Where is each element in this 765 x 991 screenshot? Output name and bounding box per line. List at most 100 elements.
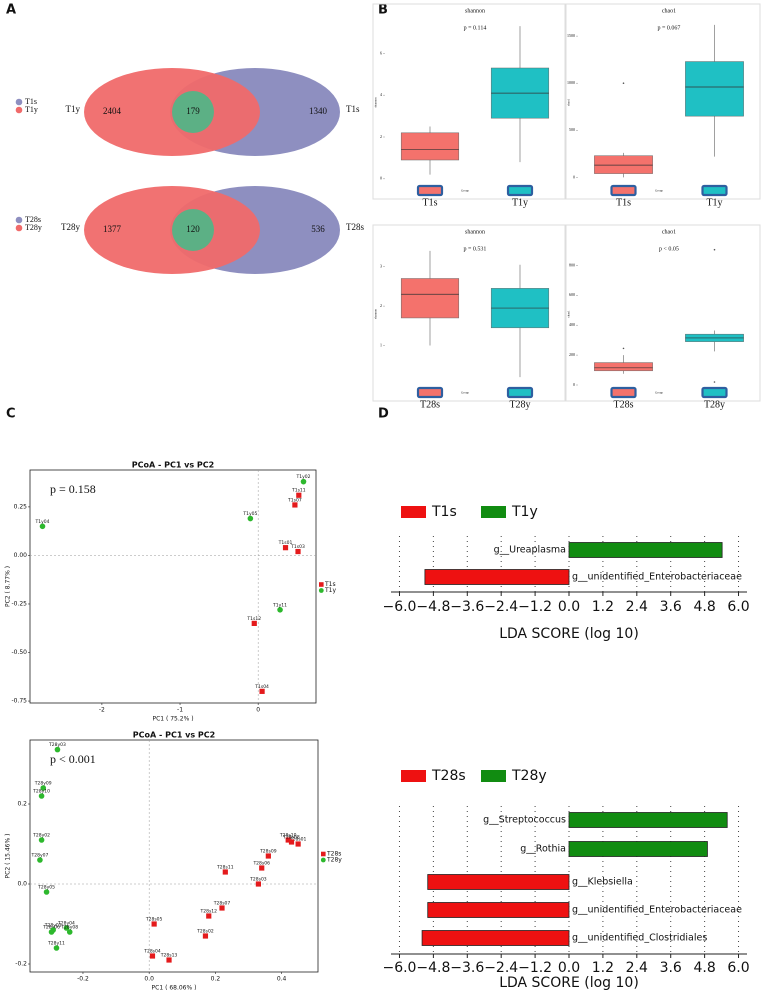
point-label: T1y05	[242, 511, 257, 517]
legend-swatch	[481, 506, 506, 518]
box	[400, 278, 460, 319]
venn-value: 2404	[103, 106, 122, 116]
y-axis-label: shannon	[374, 309, 378, 319]
legend-label: T28s	[25, 215, 41, 224]
y-tick-label: -0.50	[11, 649, 27, 656]
outlier	[713, 248, 716, 251]
outlier	[713, 381, 716, 383]
bar	[421, 930, 570, 946]
point-label: T28s02	[196, 929, 214, 935]
category-swatch	[701, 386, 728, 399]
point-label: T1s01	[278, 540, 293, 546]
point	[43, 889, 50, 895]
point-label: T28s10	[279, 833, 297, 839]
legend-label: T1y	[511, 504, 538, 520]
point	[292, 502, 298, 508]
x-axis-label: Group	[461, 391, 469, 395]
y-tick-label: 4	[380, 92, 382, 97]
chart-title: shannon	[465, 229, 485, 235]
point-label: T28y06	[42, 925, 60, 931]
box	[594, 362, 653, 372]
x-tick-label: T1s	[423, 197, 438, 208]
x-tick-label: 4.8	[693, 960, 715, 976]
x-tick-label: −1.2	[518, 960, 552, 976]
x-tick-label: 0.0	[558, 599, 580, 615]
legend-label: T28s	[431, 768, 466, 784]
x-axis-label: PC1 ( 75.2% )	[152, 716, 193, 723]
point-label: T1s04	[254, 684, 269, 690]
venn-value: 1377	[103, 224, 122, 234]
annotation: p < 0.05	[659, 246, 679, 252]
point	[277, 607, 283, 613]
y-tick-label: 600	[569, 292, 575, 297]
x-tick-label: T1y	[512, 197, 528, 208]
x-tick-label: 0.4	[277, 976, 287, 983]
annotation: p = 0.114	[464, 25, 487, 31]
x-tick-label: -2	[99, 707, 105, 714]
point-label: T28s12	[199, 909, 217, 915]
point	[300, 478, 307, 485]
point-label: T28y03	[48, 742, 66, 748]
legend-label: T1s	[25, 97, 37, 106]
x-tick-label: T1s	[616, 197, 631, 208]
point	[151, 921, 157, 927]
box	[685, 61, 744, 117]
point-label: T28s06	[252, 861, 270, 867]
panel-label: B	[378, 3, 388, 18]
bar-label: g__Ureaplasma	[494, 545, 566, 556]
x-tick-label: 0.0	[144, 976, 154, 983]
point-label: T28s04	[143, 949, 161, 955]
x-tick-label: −6.0	[382, 599, 416, 615]
bar	[568, 542, 723, 558]
y-tick-label: 0	[573, 382, 575, 387]
panel-label: C	[6, 407, 16, 422]
x-axis-label: Group	[461, 189, 469, 193]
point-label: T28s05	[145, 917, 163, 923]
point	[202, 933, 209, 939]
point-label: T28s09	[259, 849, 277, 855]
x-axis-label: Group	[655, 391, 663, 395]
x-tick-label: −6.0	[382, 960, 416, 976]
legend-swatch	[15, 216, 23, 224]
venn-set-label: T1s	[346, 104, 360, 114]
x-tick-label: 2.4	[626, 960, 648, 976]
y-tick-label: 800	[569, 262, 575, 267]
x-tick-label: 1.2	[592, 599, 614, 615]
venn-set-label: T1y	[66, 104, 81, 114]
y-tick-label: 1000	[567, 80, 575, 85]
y-tick-label: -0.25	[11, 600, 27, 607]
plot-frame	[29, 739, 319, 973]
bar-label: g__unidentified_Clostridiales	[572, 933, 707, 944]
bar-label: g__unidentified_Enterobacteriaceae	[572, 572, 742, 583]
legend-swatch	[481, 770, 506, 782]
legend-swatch	[401, 506, 426, 518]
legend-swatch	[15, 106, 23, 114]
chart-title: shannon	[465, 8, 485, 14]
box	[594, 155, 653, 174]
legend-label: T28y	[326, 857, 342, 864]
x-tick-label: 3.6	[660, 599, 682, 615]
x-tick-label: −4.8	[416, 599, 450, 615]
x-tick-label: 6.0	[727, 960, 749, 976]
chart-title: PCoA - PC1 vs PC2	[133, 731, 215, 740]
bar	[568, 812, 728, 828]
point	[259, 688, 265, 694]
y-tick-label: 0.0	[17, 881, 27, 888]
subplot-frame	[565, 3, 761, 200]
x-tick-label: 2.4	[626, 599, 648, 615]
y-tick-label: 1	[380, 342, 382, 347]
point-label: T28y08	[60, 925, 78, 931]
point-label: T28y05	[37, 885, 55, 891]
y-tick-label: 1500	[567, 33, 575, 38]
point-label: T28y04	[57, 921, 75, 927]
point-label: T1y04	[34, 519, 49, 525]
legend-swatch	[15, 98, 23, 106]
x-tick-label: −3.6	[450, 960, 484, 976]
y-tick-label: 400	[569, 322, 575, 327]
bar	[427, 902, 570, 918]
point	[206, 913, 212, 919]
point	[285, 837, 291, 843]
venn-value: 1340	[309, 106, 328, 116]
x-tick-label: −2.4	[484, 599, 518, 615]
